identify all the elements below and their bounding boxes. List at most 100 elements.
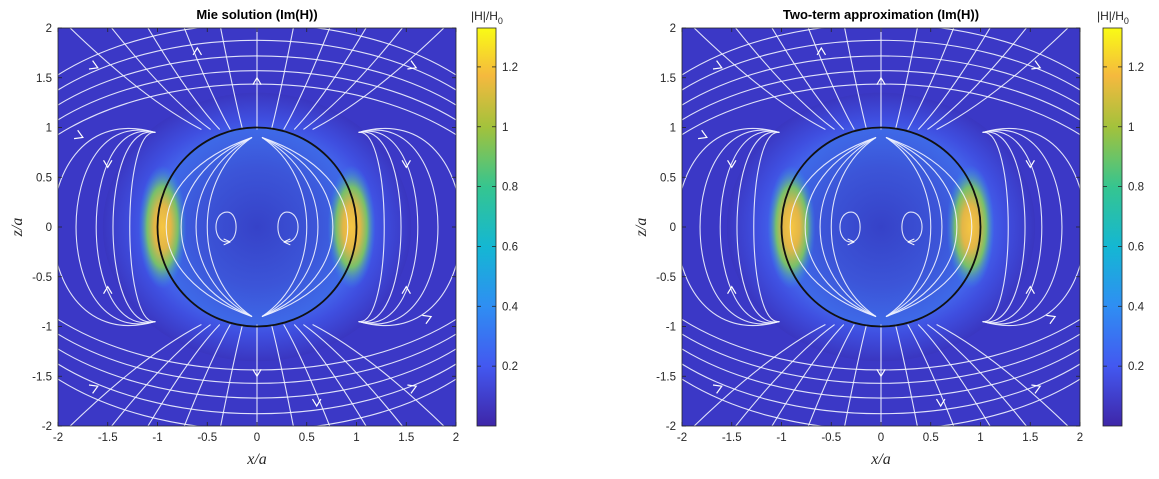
streamline [147,324,221,426]
streamline [839,211,861,242]
y-tick-label: -1.5 [656,371,676,383]
colorbar-tick-label: 0.4 [1128,301,1145,313]
streamline-arrow [1025,159,1035,169]
streamline [358,130,419,324]
field-hotspot [327,165,376,289]
y-tick-label: -2 [666,421,676,433]
streamline [885,136,932,318]
streamline [927,324,1028,426]
y-tick-label: 1.5 [36,73,52,85]
streamline [982,128,1080,326]
streamline-arrow [876,368,886,378]
streamline [894,324,918,426]
x-tick-label: -1 [776,432,786,444]
streamline [830,136,877,318]
x-tick-label: 2 [1077,432,1083,444]
streamline [907,28,955,130]
colorbar-tick-label: 1 [502,122,508,134]
streamline-arrow [712,60,723,70]
streamline [293,324,367,426]
streamline-arrow [407,60,418,70]
streamline-arrow [311,398,322,408]
x-tick-label: 1.5 [398,432,414,444]
streamline-arrow [401,285,411,295]
y-axis-label: z/a [9,218,26,238]
colorbar-tick-label: 0.6 [502,241,518,253]
y-tick-label: -2 [42,421,52,433]
streamline [270,28,294,130]
streamline-arrow [422,314,433,325]
streamline [693,28,826,130]
streamline [917,28,991,130]
streamline [206,136,253,318]
colorbar-tick-label: 0.4 [502,301,519,313]
y-tick-label: -1 [42,322,52,334]
streamline [270,324,294,426]
streamline-arrow [1046,314,1057,325]
streamline-arrow [73,129,84,140]
field-hotspot [138,165,187,289]
streamline [303,324,404,426]
y-tick-label: -0.5 [32,272,52,284]
colorbar-tick-label: 0.8 [1128,182,1144,194]
x-tick-label: 1.5 [1022,432,1038,444]
colorbar-label: |H|/H0 [1097,9,1129,26]
x-tick-label: -0.5 [197,432,217,444]
streamline [358,128,456,326]
x-tick-label: -1.5 [98,432,118,444]
colorbar-tick-label: 0.6 [1128,241,1144,253]
streamline-arrow [252,368,262,378]
streamline [753,131,780,323]
streamline [885,136,943,318]
streamline [807,28,855,130]
x-tick-label: 0 [254,432,260,444]
streamline-arrow [1031,384,1042,394]
streamline [95,130,156,324]
y-tick-label: 1 [46,123,52,135]
streamline-arrow [935,398,946,408]
streamline [789,136,877,318]
streamline [894,28,918,130]
colorbar-tick-label: 0.8 [502,182,518,194]
y-tick-label: 1 [670,123,676,135]
y-tick-label: 2 [46,23,52,35]
colorbar-label: |H|/H0 [471,9,503,26]
streamline [293,28,367,130]
streamline [312,28,445,130]
streamline [261,136,308,318]
sphere-boundary [780,126,982,328]
y-tick-label: -1 [666,322,676,334]
x-tick-label: 2 [453,432,459,444]
chart-panel-1: -2 -1.5 -1 -0.5 0 0.5 1 1.5 2 2 1.5 1 0.5 0 -0.5 -1 -1.5… [9,7,519,468]
field-hotspot [767,165,816,289]
streamline-arrow [407,384,418,394]
streamline [147,28,221,130]
streamline [58,378,456,426]
streamline [283,28,331,130]
streamline [819,136,877,318]
streamline [183,28,231,130]
streamline-arrow [252,76,262,86]
streamline-arrow [697,129,708,140]
streamline [110,28,211,130]
streamline-arrow [816,46,827,56]
colorbar-tick-label: 1.2 [1128,62,1144,74]
streamline [112,131,156,323]
x-axis-label: x/a [246,451,267,468]
x-tick-label: -1 [152,432,162,444]
streamline [736,131,780,323]
streamline [303,28,404,130]
chart-title: Mie solution (Im(H)) [196,7,317,22]
streamline [917,324,991,426]
streamline-arrow [1031,60,1042,70]
streamline-arrow [88,384,99,394]
streamline [312,324,445,426]
streamline [261,136,319,318]
streamline [165,136,253,318]
streamline [771,324,845,426]
streamline [807,324,855,426]
streamline [734,324,835,426]
streamline [183,324,231,426]
streamline [358,131,402,323]
streamline [180,136,253,318]
